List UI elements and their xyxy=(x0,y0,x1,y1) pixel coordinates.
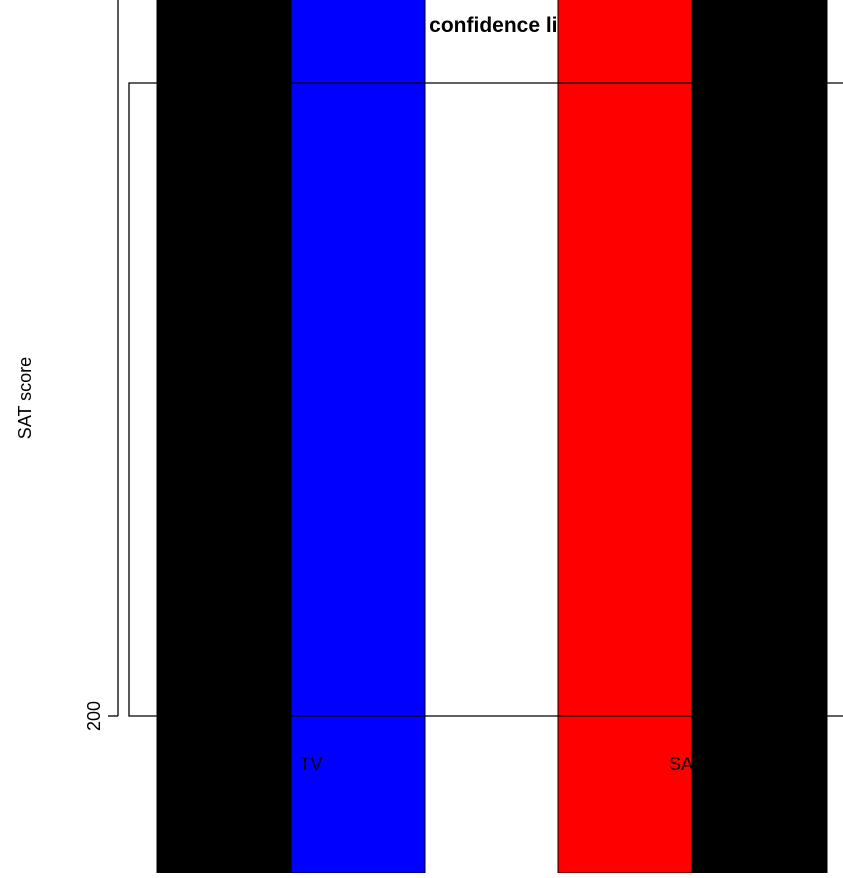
y-tick-label-200: 200 xyxy=(84,701,104,731)
y-axis-label: SAT score xyxy=(15,357,35,439)
plot-area: TVSA200300400500600700800 xyxy=(84,0,843,874)
bar-tv-0 xyxy=(156,0,292,874)
bar-sa-2 xyxy=(557,0,693,874)
chart-title: 95% confidence limits xyxy=(381,14,600,37)
category-label-sa: SA xyxy=(669,754,693,774)
bar-sa-3 xyxy=(691,0,828,874)
category-label-tv: TV xyxy=(299,754,322,774)
bar-tv-1 xyxy=(290,0,426,874)
plot-frame xyxy=(128,82,843,717)
